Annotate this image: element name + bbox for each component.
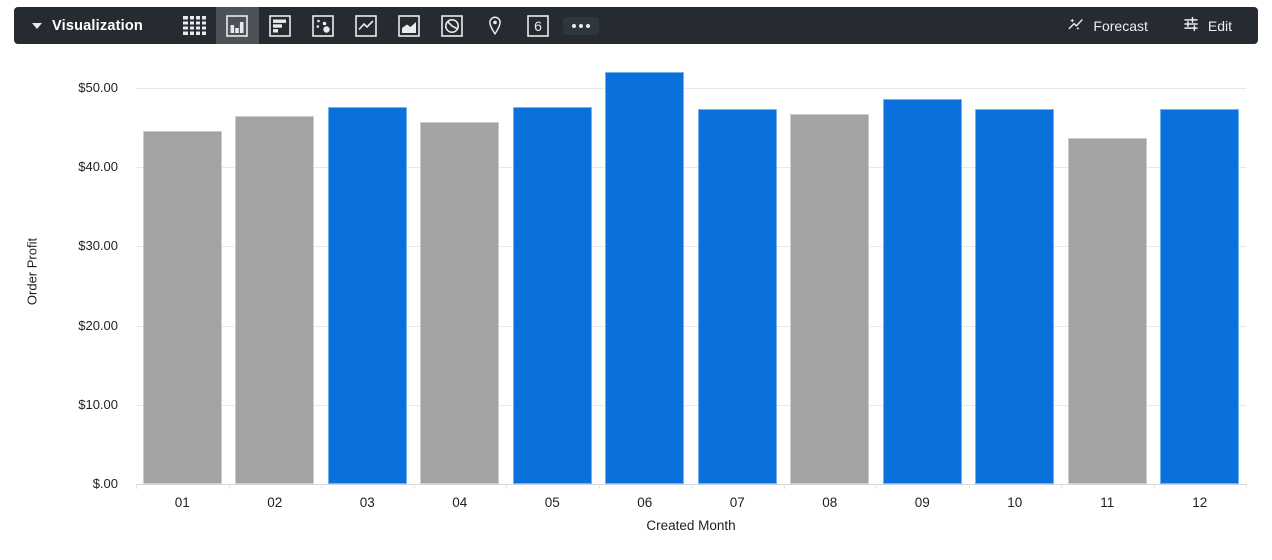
map-pin-icon[interactable] (474, 7, 517, 44)
chevron-down-icon[interactable] (32, 22, 42, 29)
bar-chart-icon[interactable] (259, 7, 302, 44)
bar-month-06[interactable] (605, 72, 685, 484)
toolbar-actions: Forecast Edit (1067, 15, 1258, 36)
x-axis-tick-label: 12 (1192, 495, 1208, 510)
y-axis-title: Order Profit (24, 237, 40, 306)
gridline (136, 167, 1246, 169)
chart-type-switcher: 6 (173, 7, 603, 44)
x-axis-tick (598, 484, 600, 489)
toolbar-title: Visualization (52, 17, 143, 34)
area-chart-icon[interactable] (388, 7, 431, 44)
x-axis-tick-label: 01 (174, 495, 190, 510)
x-axis-tick (968, 484, 970, 489)
x-axis-tick (228, 484, 230, 489)
gridline (136, 246, 1246, 248)
y-axis-tick-label: $50.00 (78, 80, 118, 95)
bar-month-03[interactable] (327, 107, 407, 484)
x-axis-tick-label: 05 (544, 495, 560, 510)
single-value-icon[interactable]: 6 (517, 7, 560, 44)
x-axis-tick-label: 07 (729, 495, 745, 510)
x-axis-tick-label: 02 (267, 495, 283, 510)
gridline (136, 88, 1246, 89)
y-axis-tick-label: $20.00 (78, 317, 118, 333)
scatter-chart-icon[interactable] (302, 7, 345, 44)
column-chart-icon[interactable] (215, 7, 259, 44)
more-options-icon[interactable] (560, 7, 603, 44)
x-axis-tick (1153, 484, 1155, 489)
x-axis-tick (783, 484, 785, 489)
visualization-header[interactable]: Visualization (14, 18, 143, 34)
x-axis-tick-label: 08 (822, 495, 838, 510)
x-axis-tick (1246, 484, 1247, 489)
svg-text:6: 6 (535, 18, 543, 34)
edit-label: Edit (1207, 17, 1232, 34)
gridline (136, 404, 1246, 406)
x-axis-tick (506, 484, 507, 489)
bar-month-10[interactable] (975, 109, 1055, 484)
bar-month-01[interactable] (142, 130, 222, 484)
bar-month-02[interactable] (235, 115, 315, 484)
bar-month-05[interactable] (512, 107, 592, 484)
x-axis-tick (413, 484, 415, 489)
bar-month-11[interactable] (1067, 137, 1147, 484)
y-axis-tick-label: $30.00 (78, 238, 118, 254)
x-axis-tick (321, 484, 322, 489)
bar-month-12[interactable] (1160, 109, 1240, 484)
x-axis-title: Created Month (646, 518, 736, 533)
gridline (136, 325, 1246, 327)
table-chart-icon[interactable] (173, 7, 216, 44)
pie-chart-icon[interactable] (431, 7, 474, 44)
bar-month-09[interactable] (882, 99, 962, 484)
tune-sliders-icon (1182, 15, 1200, 36)
line-chart-icon[interactable] (345, 7, 388, 44)
x-axis-tick (136, 484, 137, 489)
visualization-toolbar: Visualization 6 Forecast Edit (14, 7, 1258, 44)
x-axis-tick-label: 10 (1007, 495, 1023, 510)
x-axis-tick-label: 04 (452, 495, 468, 510)
bar-month-04[interactable] (420, 122, 500, 484)
x-axis-tick-label: 03 (359, 495, 375, 510)
y-axis-tick-label: $40.00 (78, 159, 118, 175)
x-axis-tick-label: 06 (637, 495, 653, 510)
forecast-sparkle-icon (1067, 15, 1085, 36)
y-axis-tick-label: $10.00 (78, 396, 118, 412)
forecast-button[interactable]: Forecast (1067, 15, 1148, 36)
x-axis-tick-label: 09 (914, 495, 930, 510)
x-axis-tick (1061, 484, 1062, 489)
y-axis-tick-label: $.00 (92, 476, 118, 491)
forecast-label: Forecast (1093, 17, 1148, 34)
x-axis-tick (691, 484, 692, 489)
x-axis-tick-label: 11 (1100, 495, 1115, 510)
bar-month-07[interactable] (697, 109, 777, 484)
edit-button[interactable]: Edit (1182, 15, 1232, 36)
x-axis-tick (876, 484, 877, 489)
bar-month-08[interactable] (790, 114, 870, 484)
